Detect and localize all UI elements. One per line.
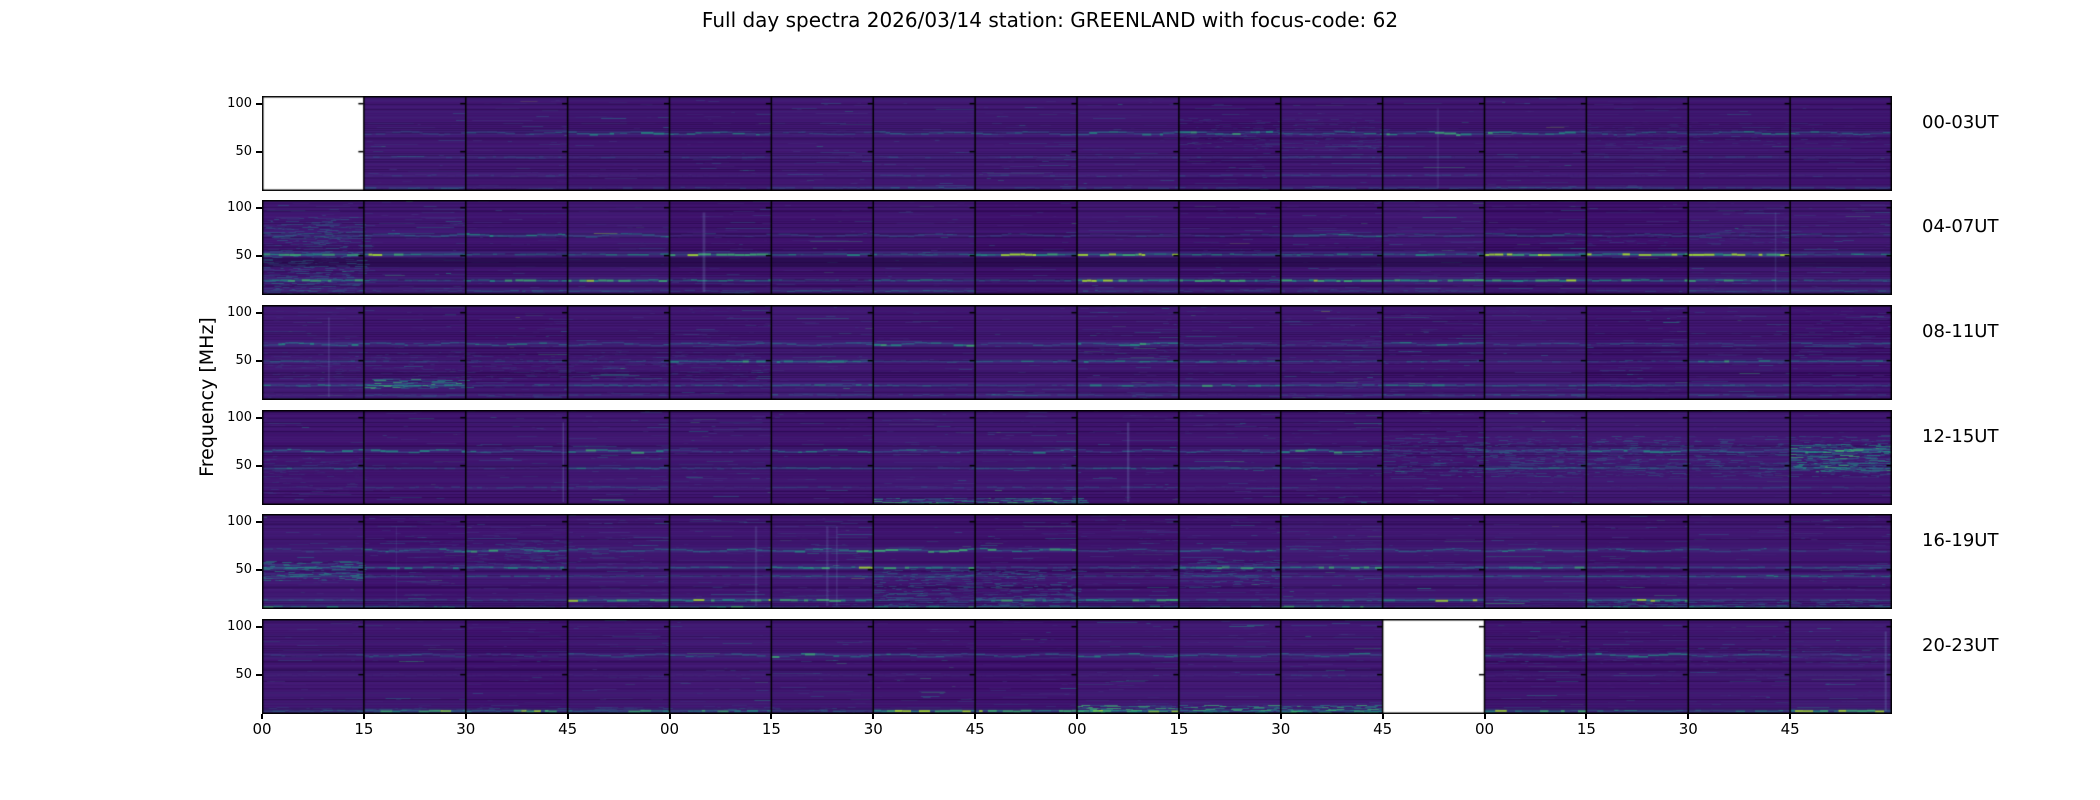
x-tick-label-1: 15 [354, 720, 374, 738]
x-tick-mark [1381, 714, 1384, 719]
y-tick-mark [256, 254, 262, 257]
y-tick-mark [256, 625, 262, 628]
x-tick-mark [362, 714, 365, 719]
x-tick-label-3: 45 [558, 720, 578, 738]
y-tick-label-50: 50 [235, 666, 252, 682]
spectrogram-row-08-11ut [262, 305, 1892, 400]
y-tick-mark [256, 673, 262, 676]
x-tick-label-5: 15 [761, 720, 781, 738]
x-tick-label-7: 45 [965, 720, 985, 738]
y-tick-mark [256, 150, 262, 153]
y-tick-mark [256, 464, 262, 467]
spectrogram-row-16-19ut [262, 514, 1892, 609]
x-tick-mark [566, 714, 569, 719]
y-tick-label-50: 50 [235, 457, 252, 473]
x-tick-mark [1585, 714, 1588, 719]
y-tick-label-100: 100 [227, 95, 252, 111]
x-tick-label-15: 45 [1780, 720, 1800, 738]
y-tick-label-50: 50 [235, 143, 252, 159]
chart-title: Full day spectra 2026/03/14 station: GRE… [701, 8, 1399, 32]
row-label-08-11ut: 08-11UT [1922, 321, 1999, 342]
row-label-04-07ut: 04-07UT [1922, 216, 1999, 237]
x-tick-mark [1483, 714, 1486, 719]
x-tick-label-2: 30 [456, 720, 476, 738]
y-tick-label-100: 100 [227, 304, 252, 320]
x-tick-mark [261, 714, 263, 719]
x-tick-label-12: 00 [1474, 720, 1495, 738]
spectrogram-canvas-12-15ut [262, 410, 1892, 505]
y-tick-label-100: 100 [227, 513, 252, 529]
y-tick-mark [256, 416, 262, 419]
spectrogram-canvas-20-23ut [262, 619, 1892, 714]
x-tick-mark [770, 714, 773, 719]
x-tick-label-13: 15 [1576, 720, 1596, 738]
y-tick-label-100: 100 [227, 409, 252, 425]
x-tick-label-9: 15 [1169, 720, 1189, 738]
x-tick-label-6: 30 [863, 720, 883, 738]
spectrogram-canvas-16-19ut [262, 514, 1892, 609]
x-tick-label-0: 00 [252, 720, 272, 738]
spectrogram-row-00-03ut [262, 96, 1892, 191]
x-tick-mark [1177, 714, 1180, 719]
y-tick-mark [256, 520, 262, 523]
x-tick-label-8: 00 [1067, 720, 1087, 738]
spectrogram-canvas-00-03ut [262, 96, 1892, 191]
x-tick-label-4: 00 [659, 720, 680, 738]
y-tick-mark [256, 359, 262, 362]
spectrogram-row-04-07ut [262, 200, 1892, 295]
spectrogram-row-20-23ut [262, 619, 1892, 714]
y-tick-label-50: 50 [235, 352, 252, 368]
row-label-12-15ut: 12-15UT [1922, 426, 1999, 447]
x-tick-mark [1687, 714, 1690, 719]
x-tick-mark [872, 714, 875, 719]
y-tick-label-50: 50 [235, 561, 252, 577]
spectrogram-canvas-04-07ut [262, 200, 1892, 295]
x-tick-mark [464, 714, 467, 719]
x-tick-mark [974, 714, 977, 719]
x-tick-mark [668, 714, 671, 719]
y-tick-mark [256, 568, 262, 571]
x-tick-mark [1076, 714, 1078, 719]
y-tick-mark [256, 206, 262, 209]
y-tick-label-50: 50 [235, 247, 252, 263]
x-tick-label-11: 45 [1373, 720, 1393, 738]
spectrogram-row-12-15ut [262, 410, 1892, 505]
spectrogram-canvas-08-11ut [262, 305, 1892, 400]
x-tick-label-10: 30 [1271, 720, 1291, 738]
row-label-16-19ut: 16-19UT [1922, 530, 1999, 551]
x-tick-mark [1789, 714, 1792, 719]
x-tick-mark [1279, 714, 1282, 719]
y-tick-mark [256, 311, 262, 314]
y-tick-mark [256, 102, 262, 105]
y-tick-label-100: 100 [227, 199, 252, 215]
y-tick-label-100: 100 [227, 618, 252, 634]
x-tick-label-14: 30 [1678, 720, 1698, 738]
row-label-00-03ut: 00-03UT [1922, 112, 1999, 133]
row-label-20-23ut: 20-23UT [1922, 635, 1999, 656]
